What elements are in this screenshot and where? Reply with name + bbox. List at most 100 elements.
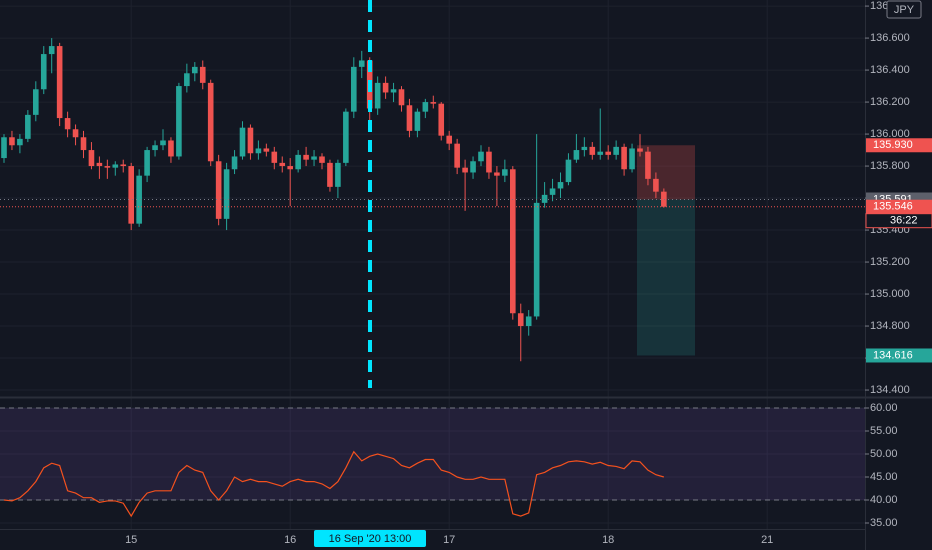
candle-body — [184, 73, 190, 87]
candle-body — [549, 188, 556, 195]
candle-body — [462, 167, 468, 173]
candle-body — [414, 111, 421, 131]
y-tick-label: 136.200 — [870, 96, 910, 108]
candle-body — [231, 156, 238, 170]
candle-body — [406, 105, 413, 131]
candle-body — [279, 162, 286, 167]
candle-body — [335, 162, 341, 187]
candle-body — [72, 129, 79, 138]
candle-body — [327, 162, 333, 187]
candle-body — [104, 166, 111, 168]
currency-label[interactable]: JPY — [894, 4, 915, 16]
candle-body — [422, 102, 429, 112]
candle-body — [136, 175, 142, 224]
candle-body — [247, 127, 254, 154]
candle-body — [112, 164, 119, 168]
candle-body — [533, 202, 540, 317]
candle-body — [48, 46, 55, 55]
x-tick-label: 15 — [125, 534, 137, 546]
candle-body — [637, 148, 643, 152]
candle-body — [374, 82, 381, 109]
y-tick-label: 136.600 — [870, 32, 910, 44]
candle-body — [1, 137, 7, 159]
candle-body — [470, 161, 476, 173]
candle-body — [438, 103, 445, 136]
candle-body — [271, 151, 278, 163]
candle-body — [176, 86, 182, 157]
candle-body — [239, 127, 246, 157]
candle-body — [629, 148, 635, 170]
candle-body — [88, 150, 95, 167]
y-tick-label: 60.00 — [870, 402, 898, 414]
y-tick-label: 35.00 — [870, 517, 898, 529]
candle-body — [192, 66, 198, 74]
candle-body — [144, 150, 150, 176]
y-tick-label: 134.400 — [870, 384, 910, 396]
candle-body — [653, 178, 659, 192]
candle-body — [589, 146, 596, 155]
crosshair-label: 16 Sep '20 13:00 — [329, 533, 412, 545]
candle-body — [446, 135, 452, 144]
candle-body — [478, 151, 484, 162]
x-tick-label: 18 — [602, 534, 614, 546]
stop-price-label: 135.930 — [873, 139, 913, 151]
candle-body — [661, 191, 667, 207]
target-price-label: 134.616 — [873, 349, 913, 361]
y-tick-label: 136.000 — [870, 128, 910, 140]
y-tick-label: 136.400 — [870, 64, 910, 76]
candle-body — [597, 151, 604, 155]
candle-body — [128, 166, 134, 224]
target-price-box — [866, 348, 932, 363]
candle-body — [263, 148, 270, 152]
candle-body — [573, 150, 580, 160]
candle-body — [168, 140, 174, 157]
y-tick-label: 50.00 — [870, 448, 898, 460]
target-zone — [637, 199, 695, 356]
candle-body — [486, 151, 492, 173]
marks-layer — [0, 38, 865, 518]
candle-body — [152, 145, 158, 151]
candle-body — [56, 46, 63, 119]
candle-body — [160, 140, 166, 146]
candle-body — [565, 159, 572, 183]
candle-body — [207, 82, 214, 162]
candle-body — [255, 148, 262, 154]
y-tick-label: 134.800 — [870, 320, 910, 332]
candle-body — [517, 313, 524, 327]
candle-body — [581, 146, 588, 151]
candle-body — [557, 182, 564, 189]
candle-body — [645, 151, 651, 179]
candle-body — [311, 156, 317, 160]
candle-body — [80, 137, 87, 151]
candle-body — [96, 162, 103, 167]
y-tick-label: 135.800 — [870, 160, 910, 172]
y-tick-label: 135.200 — [870, 256, 910, 268]
y-tick-label: 135.000 — [870, 288, 910, 300]
stop-price-box — [866, 138, 932, 153]
rsi-band — [0, 408, 865, 501]
y-tick-label: 45.00 — [870, 471, 898, 483]
candle-body — [303, 154, 309, 160]
candle-body — [605, 151, 611, 155]
candle-body — [382, 82, 389, 93]
current-price-box — [866, 199, 932, 214]
y-tick-label: 40.00 — [870, 494, 898, 506]
x-tick-label: 16 — [284, 534, 296, 546]
candle-body — [390, 89, 397, 93]
countdown-label: 36:22 — [890, 215, 918, 227]
current-price-label: 135.546 — [873, 201, 913, 213]
candle-body — [502, 169, 508, 176]
candle-body — [398, 89, 405, 106]
candle-body — [17, 138, 23, 146]
candle-body — [358, 60, 365, 67]
candle-body — [343, 111, 349, 163]
candle-body — [621, 146, 627, 170]
candle-body — [351, 66, 357, 112]
candle-body — [287, 166, 293, 170]
candle-body — [319, 156, 325, 163]
countdown-box — [865, 213, 932, 229]
currency-box[interactable] — [886, 0, 922, 19]
